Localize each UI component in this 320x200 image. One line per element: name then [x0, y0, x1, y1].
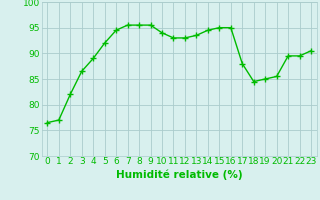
X-axis label: Humidité relative (%): Humidité relative (%): [116, 169, 243, 180]
